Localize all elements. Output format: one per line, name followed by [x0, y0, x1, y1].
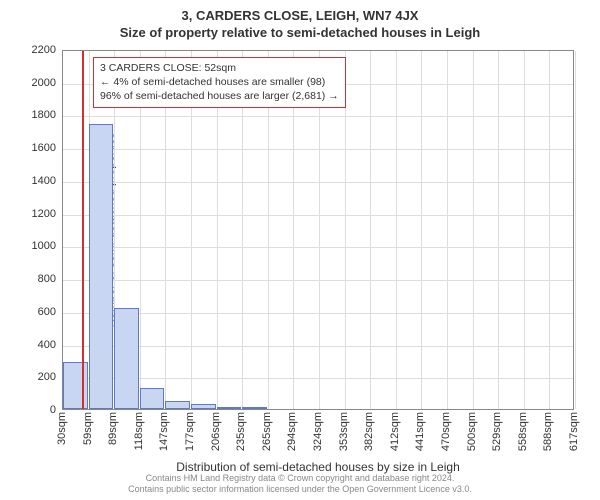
- x-tick-label: 235sqm: [235, 412, 247, 451]
- property-marker-line: [82, 51, 84, 409]
- x-tick-label: 617sqm: [568, 412, 580, 451]
- x-tick-label: 89sqm: [107, 412, 119, 445]
- x-tick-label: 558sqm: [517, 412, 529, 451]
- x-tick-label: 265sqm: [261, 412, 273, 451]
- x-tick-label: 30sqm: [56, 412, 68, 445]
- y-tick-label: 200: [16, 371, 56, 383]
- y-tick-label: 2000: [16, 77, 56, 89]
- x-tick-label: 177sqm: [184, 412, 196, 451]
- x-tick-label: 294sqm: [286, 412, 298, 451]
- gridline-vertical: [524, 51, 525, 409]
- x-tick-label: 412sqm: [389, 412, 401, 451]
- x-tick-label: 470sqm: [440, 412, 452, 451]
- gridline-horizontal: [63, 215, 573, 216]
- x-tick-label: 441sqm: [414, 412, 426, 451]
- x-tick-label: 500sqm: [466, 412, 478, 451]
- gridline-vertical: [396, 51, 397, 409]
- gridline-vertical: [421, 51, 422, 409]
- histogram-bar: [217, 407, 242, 409]
- y-tick-label: 1200: [16, 208, 56, 220]
- footer-attribution: Contains HM Land Registry data © Crown c…: [0, 473, 600, 496]
- annotation-line: ← 4% of semi-detached houses are smaller…: [100, 75, 339, 89]
- chart-container: 3, CARDERS CLOSE, LEIGH, WN7 4JX Size of…: [0, 0, 600, 500]
- plot-area: 3 CARDERS CLOSE: 52sqm← 4% of semi-detac…: [62, 50, 574, 410]
- y-tick-label: 1000: [16, 240, 56, 252]
- gridline-horizontal: [63, 116, 573, 117]
- histogram-bar: [242, 407, 267, 409]
- y-tick-label: 0: [16, 404, 56, 416]
- page-title-2: Size of property relative to semi-detach…: [0, 23, 600, 40]
- x-tick-label: 382sqm: [363, 412, 375, 451]
- x-tick-label: 118sqm: [133, 412, 145, 450]
- x-tick-label: 588sqm: [542, 412, 554, 451]
- histogram-bar: [191, 404, 216, 409]
- gridline-vertical: [370, 51, 371, 409]
- gridline-vertical: [498, 51, 499, 409]
- footer-line-1: Contains HM Land Registry data © Crown c…: [0, 473, 600, 485]
- gridline-horizontal: [63, 149, 573, 150]
- y-tick-label: 1600: [16, 142, 56, 154]
- page-title-1: 3, CARDERS CLOSE, LEIGH, WN7 4JX: [0, 0, 600, 23]
- histogram-bar: [114, 308, 139, 409]
- gridline-vertical: [575, 51, 576, 409]
- histogram-bar: [89, 124, 114, 409]
- annotation-box: 3 CARDERS CLOSE: 52sqm← 4% of semi-detac…: [93, 57, 346, 108]
- y-tick-label: 800: [16, 273, 56, 285]
- x-tick-label: 353sqm: [338, 412, 350, 451]
- chart-area: Number of semi-detached properties 3 CAR…: [62, 50, 574, 410]
- gridline-horizontal: [63, 313, 573, 314]
- gridline-horizontal: [63, 247, 573, 248]
- y-tick-label: 600: [16, 306, 56, 318]
- gridline-horizontal: [63, 182, 573, 183]
- annotation-line: 3 CARDERS CLOSE: 52sqm: [100, 61, 339, 75]
- footer-line-2: Contains public sector information licen…: [0, 484, 600, 496]
- annotation-line: 96% of semi-detached houses are larger (…: [100, 89, 339, 103]
- x-tick-label: 147sqm: [158, 412, 170, 451]
- x-tick-label: 206sqm: [210, 412, 222, 451]
- gridline-vertical: [549, 51, 550, 409]
- y-tick-label: 400: [16, 339, 56, 351]
- gridline-vertical: [447, 51, 448, 409]
- x-tick-label: 59sqm: [82, 412, 94, 445]
- y-tick-label: 1400: [16, 175, 56, 187]
- x-tick-label: 529sqm: [491, 412, 503, 451]
- gridline-horizontal: [63, 346, 573, 347]
- histogram-bar: [165, 401, 190, 409]
- x-tick-label: 324sqm: [312, 412, 324, 451]
- gridline-horizontal: [63, 280, 573, 281]
- y-tick-label: 2200: [16, 44, 56, 56]
- gridline-vertical: [473, 51, 474, 409]
- gridline-horizontal: [63, 378, 573, 379]
- histogram-bar: [140, 388, 165, 409]
- y-tick-label: 1800: [16, 109, 56, 121]
